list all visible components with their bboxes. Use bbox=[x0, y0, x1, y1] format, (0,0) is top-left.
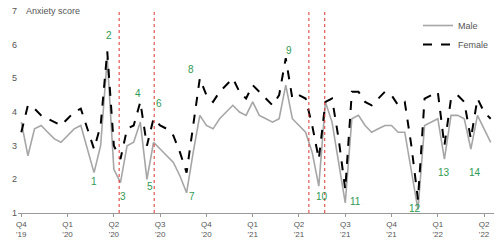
svg-text:Q4'19: Q4'19 bbox=[16, 220, 27, 239]
svg-text:Q2'21: Q2'21 bbox=[294, 220, 305, 239]
svg-text:1: 1 bbox=[91, 176, 97, 187]
svg-text:2: 2 bbox=[12, 174, 17, 184]
svg-text:Q3'21: Q3'21 bbox=[340, 220, 351, 239]
svg-text:Q1'20: Q1'20 bbox=[62, 220, 73, 239]
svg-text:Q1'22: Q1'22 bbox=[432, 220, 443, 239]
svg-text:8: 8 bbox=[188, 64, 194, 75]
svg-text:Male: Male bbox=[458, 21, 478, 31]
svg-text:7: 7 bbox=[189, 191, 195, 202]
svg-text:9: 9 bbox=[286, 45, 292, 56]
svg-text:10: 10 bbox=[316, 191, 328, 202]
svg-text:Q4'21: Q4'21 bbox=[386, 220, 397, 239]
svg-text:2: 2 bbox=[106, 30, 112, 41]
svg-text:4: 4 bbox=[135, 88, 141, 99]
svg-text:7: 7 bbox=[12, 6, 17, 16]
svg-text:13: 13 bbox=[438, 167, 450, 178]
svg-text:5: 5 bbox=[12, 73, 17, 83]
svg-text:Female: Female bbox=[458, 40, 488, 50]
svg-text:3: 3 bbox=[120, 191, 126, 202]
svg-text:4: 4 bbox=[12, 107, 17, 117]
svg-text:5: 5 bbox=[147, 181, 153, 192]
svg-text:3: 3 bbox=[12, 141, 17, 151]
svg-text:Q4'20: Q4'20 bbox=[201, 220, 212, 239]
svg-text:14: 14 bbox=[469, 167, 481, 178]
svg-text:Anxiety score: Anxiety score bbox=[26, 6, 80, 16]
svg-text:Q3'20: Q3'20 bbox=[155, 220, 166, 239]
svg-text:Q1'21: Q1'21 bbox=[247, 220, 258, 239]
svg-text:6: 6 bbox=[156, 98, 162, 109]
svg-text:6: 6 bbox=[12, 40, 17, 50]
svg-text:12: 12 bbox=[409, 203, 421, 214]
svg-text:Q2'22: Q2'22 bbox=[479, 220, 490, 239]
svg-text:Q2'20: Q2'20 bbox=[109, 220, 120, 239]
svg-text:1: 1 bbox=[12, 208, 17, 218]
svg-text:11: 11 bbox=[350, 196, 361, 207]
